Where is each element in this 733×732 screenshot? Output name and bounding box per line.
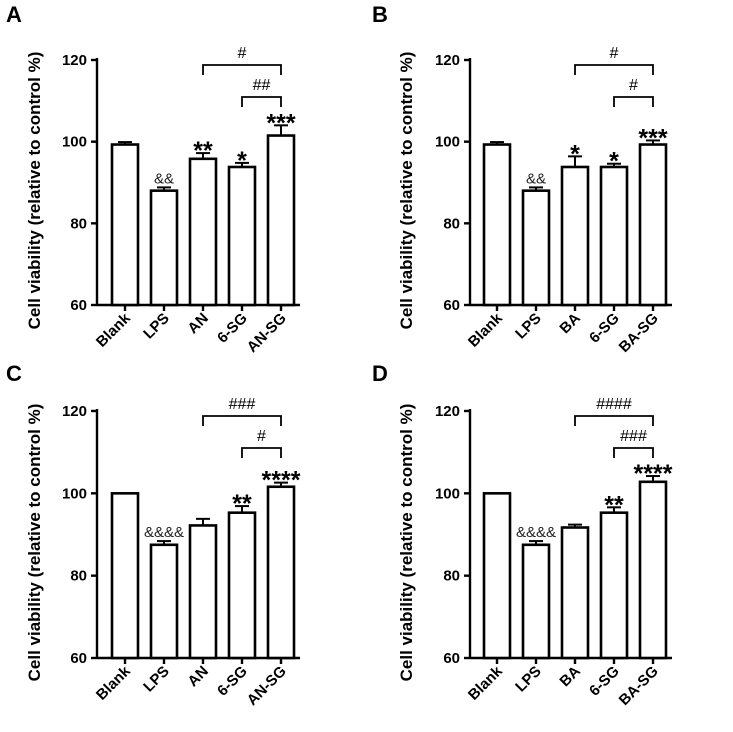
x-tick-label: Blank xyxy=(465,662,506,703)
y-axis-label: Cell viability (relative to control %) xyxy=(25,404,44,682)
x-tick-label: LPS xyxy=(140,310,173,343)
bracket-label: # xyxy=(629,77,638,94)
y-tick-label: 100 xyxy=(62,134,87,151)
bracket-label: #### xyxy=(596,396,632,413)
y-tick-label: 80 xyxy=(443,215,460,232)
y-tick-label: 100 xyxy=(62,485,87,502)
bar-ba xyxy=(560,165,590,307)
y-tick-label: 60 xyxy=(70,650,87,667)
panel-letter: C xyxy=(6,361,22,386)
significance-stars: *** xyxy=(638,124,667,152)
y-tick-label: 60 xyxy=(443,650,460,667)
significance-stars: ** xyxy=(193,137,213,165)
y-tick-label: 60 xyxy=(443,297,460,314)
chart-panel-d: D Cell viability (relative to control %) 6… xyxy=(372,361,673,709)
significance-stars: **** xyxy=(262,467,301,495)
chart-panel-b: B Cell viability (relative to control %) 6… xyxy=(372,2,672,356)
x-tick-label: Blank xyxy=(93,662,134,703)
significance-ampersands: && xyxy=(526,170,546,187)
panel-letter: B xyxy=(372,2,388,27)
bar-lps xyxy=(149,189,179,307)
bar-blank xyxy=(110,143,140,307)
significance-stars: * xyxy=(609,148,619,176)
significance-stars: *** xyxy=(266,109,295,137)
significance-ampersands: &&&& xyxy=(144,524,184,541)
x-tick-label: Blank xyxy=(93,309,134,350)
comparison-bracket xyxy=(241,96,282,107)
x-tick-label: AN-SG xyxy=(244,310,290,356)
bar-lps xyxy=(521,189,551,307)
bar-blank xyxy=(482,492,512,660)
significance-stars: ** xyxy=(232,490,252,518)
significance-ampersands: && xyxy=(154,170,174,187)
bar-an-sg xyxy=(266,485,296,660)
significance-stars: * xyxy=(237,147,247,175)
bar-blank xyxy=(482,143,512,307)
significance-stars: ** xyxy=(604,491,624,519)
bracket-label: ## xyxy=(253,77,271,94)
bracket-label: ### xyxy=(620,428,647,445)
chart-panel-a: A Cell viability (relative to control %) 6… xyxy=(6,2,300,356)
y-tick-label: 120 xyxy=(62,52,87,69)
bar-ba-sg xyxy=(638,143,668,307)
x-tick-label: LPS xyxy=(512,310,545,343)
x-tick-label: BA xyxy=(556,310,583,337)
bar-6-sg xyxy=(599,511,629,660)
bracket-label: ### xyxy=(229,396,256,413)
y-tick-label: 60 xyxy=(70,297,87,314)
bracket-label: # xyxy=(238,45,247,62)
significance-stars: **** xyxy=(634,460,673,488)
y-tick-label: 120 xyxy=(435,52,460,69)
y-tick-label: 120 xyxy=(62,403,87,420)
bar-an xyxy=(188,157,218,307)
y-tick-label: 80 xyxy=(443,568,460,585)
x-tick-label: AN xyxy=(184,663,211,690)
comparison-bracket xyxy=(202,64,282,75)
panel-letter: A xyxy=(6,2,22,27)
x-tick-label: AN xyxy=(184,310,211,337)
bar-ba-sg xyxy=(638,480,668,660)
x-tick-label: BA-SG xyxy=(616,310,662,356)
bar-lps xyxy=(521,543,551,660)
significance-stars: * xyxy=(570,140,580,168)
bar-an-sg xyxy=(266,134,296,307)
x-tick-label: LPS xyxy=(512,663,545,696)
y-tick-label: 100 xyxy=(435,485,460,502)
y-axis-label: Cell viability (relative to control %) xyxy=(397,404,416,682)
x-tick-label: BA xyxy=(556,663,583,690)
bar-blank xyxy=(110,492,140,660)
x-tick-label: Blank xyxy=(465,309,506,350)
y-tick-label: 80 xyxy=(70,568,87,585)
comparison-bracket xyxy=(613,96,654,107)
bar-6-sg xyxy=(227,165,257,307)
comparison-bracket xyxy=(574,415,654,426)
y-tick-label: 80 xyxy=(70,215,87,232)
bar-6-sg xyxy=(599,165,629,307)
x-tick-label: LPS xyxy=(140,663,173,696)
bar-6-sg xyxy=(227,511,257,660)
bar-lps xyxy=(149,543,179,660)
x-tick-label: BA-SG xyxy=(616,663,662,709)
comparison-bracket xyxy=(202,415,282,426)
comparison-bracket xyxy=(241,447,282,458)
y-tick-label: 100 xyxy=(435,134,460,151)
bar-an xyxy=(188,524,218,660)
bar-ba xyxy=(560,526,590,660)
x-tick-label: AN-SG xyxy=(244,663,290,709)
y-axis-label: Cell viability (relative to control %) xyxy=(25,52,44,330)
bracket-label: # xyxy=(257,428,266,445)
y-axis-label: Cell viability (relative to control %) xyxy=(397,52,416,330)
panel-letter: D xyxy=(372,361,388,386)
comparison-bracket xyxy=(613,447,654,458)
significance-ampersands: &&&& xyxy=(516,524,556,541)
comparison-bracket xyxy=(574,64,654,75)
y-tick-label: 120 xyxy=(435,403,460,420)
bracket-label: # xyxy=(610,45,619,62)
